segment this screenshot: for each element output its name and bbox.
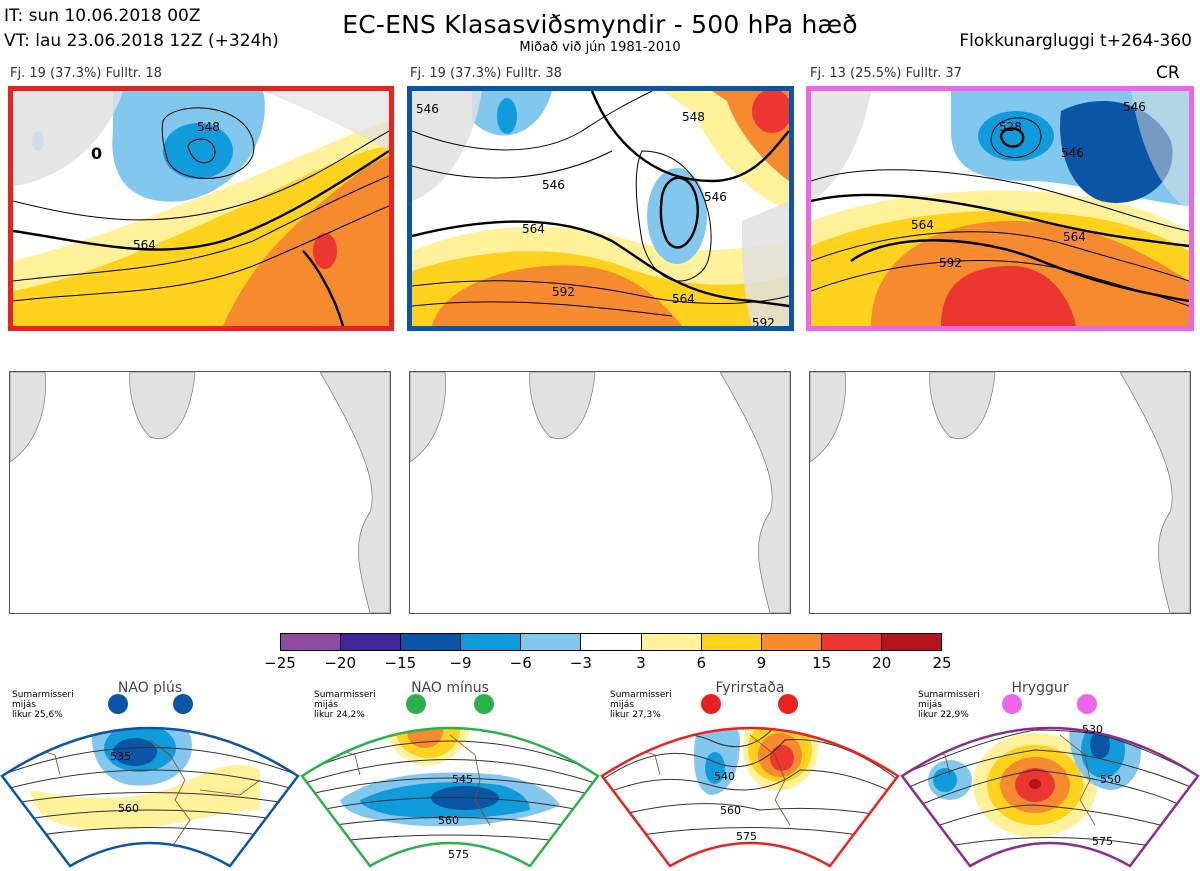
colorbar-swatch — [401, 634, 462, 650]
cluster-2-contour-g: 564 — [672, 292, 695, 306]
regime-2-contour-a: 545 — [452, 773, 473, 786]
empty-map-3 — [809, 371, 1191, 614]
cluster-1-label: Fj. 19 (37.3%) Fulltr. 18 — [10, 66, 162, 81]
regime-3-contour-c: 575 — [736, 830, 757, 843]
cluster-2-contour-d: 564 — [522, 222, 545, 236]
regime-1-contour-b: 560 — [118, 802, 139, 815]
anomaly-colorbar — [280, 633, 942, 651]
regime-3-text: Sumarmisseri mijás likur 27,3% — [610, 690, 672, 720]
cluster-3-contour-d: 564 — [1063, 230, 1086, 244]
cluster-2-contour-b: 548 — [682, 110, 705, 124]
colorbar-swatch — [701, 634, 762, 650]
cluster-2-contour-c: 546 — [542, 178, 565, 192]
colorbar-tick: −6 — [509, 654, 532, 672]
regime-4-contour-b: 550 — [1100, 773, 1121, 786]
cluster-1-contour-c: 0 — [91, 144, 102, 163]
regime-nao-minus: 545 560 575 NAO mínus Sumarmisseri mijás… — [300, 680, 600, 871]
cluster-3-contour-b: 546 — [1061, 146, 1084, 160]
cluster-map-3: 528 546 564 564 592 546 — [806, 86, 1194, 331]
cluster-2-label: Fj. 19 (37.3%) Fulltr. 38 — [410, 66, 562, 81]
regime-ridge: 530 550 575 Hryggur Sumarmisseri mijás l… — [900, 680, 1200, 871]
cluster-3-badge: CR — [1156, 63, 1180, 83]
colorbar-swatch — [821, 634, 882, 650]
colorbar-swatch — [281, 634, 342, 650]
colorbar-swatch — [461, 634, 522, 650]
page-title: EC-ENS Klasasviðsmyndir - 500 hPa hæð — [342, 10, 858, 39]
classification-window: Flokkunargluggi t+264-360 — [959, 31, 1192, 51]
colorbar-swatch — [581, 634, 642, 650]
colorbar-tick: 3 — [636, 654, 646, 672]
colorbar-swatch — [761, 634, 822, 650]
page-subtitle: Miðað við jún 1981-2010 — [519, 40, 681, 55]
empty-map-1 — [9, 371, 391, 614]
cluster-1-contour-a: 548 — [197, 120, 220, 134]
cluster-3-contour-a: 528 — [999, 120, 1022, 134]
colorbar-swatch — [881, 634, 942, 650]
regime-blocking: 540 560 575 Fyrirstaða Sumarmisseri mijá… — [600, 680, 900, 871]
colorbar-tick: 20 — [872, 654, 892, 672]
colorbar-swatch — [341, 634, 402, 650]
regime-1-text: Sumarmisseri mijás likur 25,6% — [12, 690, 74, 720]
cluster-3-label: Fj. 13 (25.5%) Fulltr. 37 — [810, 66, 962, 81]
regime-4-contour-c: 575 — [1092, 835, 1113, 848]
colorbar-tick: −15 — [384, 654, 417, 672]
regime-1-name: NAO plús — [117, 680, 183, 696]
cluster-2-contour-f: 592 — [552, 285, 575, 299]
colorbar-tick: 15 — [812, 654, 832, 672]
colorbar-tick: 6 — [696, 654, 707, 672]
regime-3-contour-b: 560 — [720, 804, 741, 817]
regime-4-name: Hryggur — [1011, 680, 1069, 696]
cluster-3-contour-e: 592 — [939, 256, 962, 270]
regime-2-name: NAO mínus — [411, 680, 489, 696]
cluster-map-2: 546 548 546 564 546 592 564 592 — [407, 86, 794, 331]
cluster-2-contour-h: 592 — [752, 316, 775, 326]
colorbar-tick: 9 — [756, 654, 767, 672]
regime-2-text: Sumarmisseri mijás likur 24,2% — [314, 690, 376, 720]
colorbar-swatch — [521, 634, 582, 650]
valid-time: VT: lau 23.06.2018 12Z (+324h) — [4, 31, 279, 51]
regime-4-contour-a: 530 — [1082, 723, 1103, 736]
colorbar-tick: −9 — [449, 654, 472, 672]
colorbar-tick: 25 — [932, 654, 952, 672]
cluster-3-contour-f: 546 — [1123, 100, 1146, 114]
regime-1-contour-a: 535 — [110, 750, 131, 763]
empty-map-2 — [409, 371, 791, 614]
regime-3-name: Fyrirstaða — [715, 680, 785, 696]
regime-2-contour-c: 575 — [448, 848, 469, 861]
colorbar-swatch — [641, 634, 702, 650]
colorbar-tick: −20 — [324, 654, 356, 672]
colorbar-tick: −3 — [569, 654, 592, 672]
cluster-1-contour-b: 564 — [133, 238, 156, 252]
cluster-map-1: 548 564 0 — [8, 86, 394, 331]
regime-nao-plus: 535 560 NAO plús Sumarmisseri mijás liku… — [0, 680, 300, 871]
cluster-2-contour-a: 546 — [416, 102, 439, 116]
regime-2-contour-b: 560 — [438, 814, 459, 827]
init-time: IT: sun 10.06.2018 00Z — [4, 6, 201, 26]
regime-4-text: Sumarmisseri mijás likur 22,9% — [918, 690, 980, 720]
cluster-2-contour-e: 546 — [704, 190, 727, 204]
regime-3-contour-a: 540 — [714, 770, 735, 783]
colorbar-tick: −25 — [264, 654, 296, 672]
cluster-3-contour-c: 564 — [911, 218, 934, 232]
